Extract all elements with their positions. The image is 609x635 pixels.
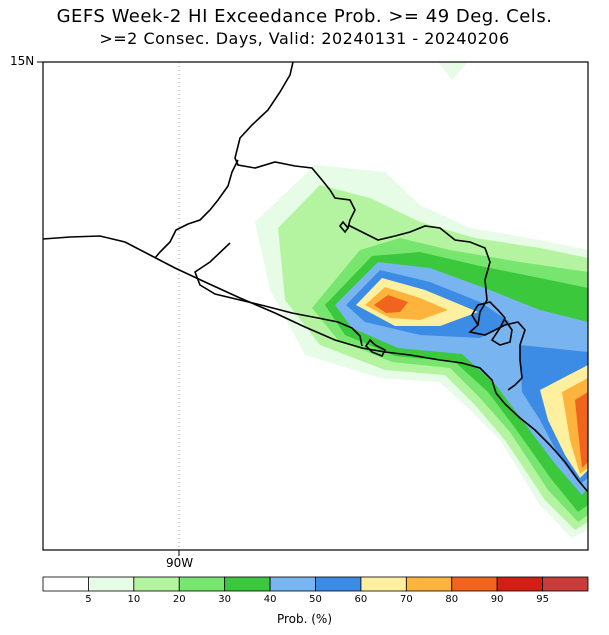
colorbar-swatch-10 xyxy=(496,576,543,592)
colorbar-swatch-9 xyxy=(451,576,498,592)
colorbar-swatch-3 xyxy=(178,576,226,592)
map-title: GEFS Week-2 HI Exceedance Prob. >= 49 De… xyxy=(56,6,553,27)
contour-5-north xyxy=(438,62,468,80)
colorbar-swatch-1 xyxy=(88,576,135,592)
mexico-guatemala-border xyxy=(234,62,356,229)
lon-label-90w: 90W xyxy=(166,556,194,570)
colorbar-tick-label: 10 xyxy=(127,594,141,605)
colorbar-tick-label: 80 xyxy=(445,594,459,605)
colorbar-tick-label: 70 xyxy=(399,594,413,605)
colorbar-swatch-5 xyxy=(269,576,316,592)
colorbar-swatch-11 xyxy=(542,576,589,592)
pacific-coast xyxy=(43,235,588,493)
inlet-coast xyxy=(364,338,387,358)
colorbar-swatch-7 xyxy=(360,576,407,592)
belize-honduras-border xyxy=(347,224,526,391)
salvador-border xyxy=(194,242,363,347)
colorbar-tick-label: 30 xyxy=(218,594,232,605)
colorbar-tick-label: 40 xyxy=(263,594,277,605)
guatemala-north xyxy=(154,159,239,259)
gulf-fonseca xyxy=(471,301,513,346)
colorbar-swatch-0 xyxy=(42,576,89,592)
colorbar-tick-label: 50 xyxy=(309,594,322,605)
probability-contours xyxy=(255,62,588,538)
colorbar-swatch-2 xyxy=(133,576,180,592)
colorbar-title: Prob. (%) xyxy=(276,612,333,626)
inlet-small xyxy=(338,220,350,234)
map-frame xyxy=(42,61,589,551)
coastlines xyxy=(43,62,588,493)
colorbar-swatch-6 xyxy=(315,576,362,592)
colorbar-tick-label: 95 xyxy=(536,594,549,605)
colorbar-swatch-8 xyxy=(405,576,453,592)
contour-80-east xyxy=(575,392,588,468)
colorbar-tick-label: 90 xyxy=(490,594,504,605)
colorbar-tick-label: 20 xyxy=(172,594,186,605)
colorbar xyxy=(42,576,589,592)
colorbar-swatch-4 xyxy=(224,576,271,592)
contour-80 xyxy=(374,295,408,313)
colorbar-tick-label: 60 xyxy=(354,594,368,605)
colorbar-tick-label: 5 xyxy=(85,594,92,605)
map-subtitle: >=2 Consec. Days, Valid: 20240131 - 2024… xyxy=(99,29,510,48)
lat-label-15n: 15N xyxy=(10,54,35,68)
